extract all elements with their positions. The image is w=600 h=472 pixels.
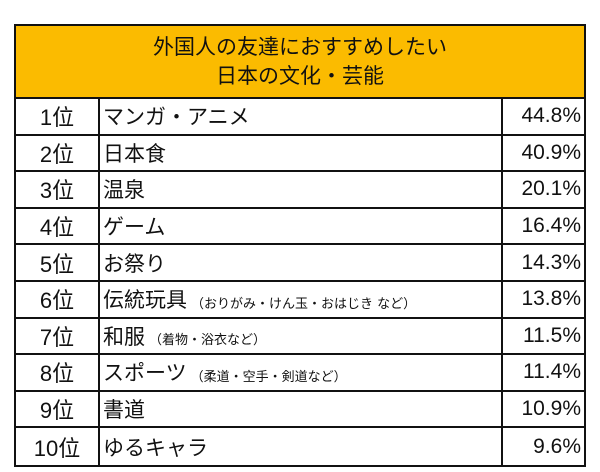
rank-cell: 2位 (16, 135, 100, 171)
item-cell: マンガ・アニメ (100, 99, 503, 134)
item-label: お祭り (103, 251, 166, 276)
item-label: 伝統玩具 (103, 288, 187, 313)
rank-cell: 7位 (16, 318, 100, 354)
item-cell: ゲーム (100, 208, 503, 244)
rank-cell: 6位 (16, 281, 100, 317)
table-title: 外国人の友達におすすめしたい 日本の文化・芸能 (16, 26, 584, 99)
table-row: 10位 ゆるキャラ 9.6% (16, 428, 584, 465)
table-row: 1位 マンガ・アニメ 44.8% (16, 99, 584, 136)
percent-cell: 9.6% (533, 434, 581, 458)
title-line-1: 外国人の友達におすすめしたい (153, 34, 447, 59)
item-label: 日本食 (103, 141, 166, 166)
rank-cell: 4位 (16, 208, 100, 244)
rank-cell: 10位 (16, 428, 100, 465)
item-label: 和服 (103, 324, 145, 349)
item-label: ゲーム (103, 215, 166, 240)
table-row: 4位 ゲーム 16.4% (16, 208, 584, 246)
item-cell: ゆるキャラ (100, 428, 503, 465)
percent-cell: 44.8% (521, 104, 581, 128)
item-note: （柔道・空手・剣道など） (190, 369, 347, 385)
item-cell: スポーツ （柔道・空手・剣道など） (100, 355, 503, 390)
rank-cell: 5位 (16, 245, 100, 280)
rank-cell: 1位 (16, 99, 100, 134)
title-line-2: 日本の文化・芸能 (216, 63, 384, 88)
percent-cell: 10.9% (521, 397, 581, 421)
percent-cell: 11.4% (523, 360, 581, 384)
item-note: （おりがみ・けん玉・おはじき など） (191, 296, 417, 312)
item-cell: 温泉 (100, 172, 503, 207)
table-row: 5位 お祭り 14.3% (16, 245, 584, 282)
item-cell: 和服 （着物・浴衣など） (100, 318, 503, 354)
item-cell: 日本食 (100, 135, 503, 171)
percent-cell: 11.5% (523, 323, 581, 347)
table-row: 8位 スポーツ （柔道・空手・剣道など） 11.4% (16, 355, 584, 392)
table-row: 6位 伝統玩具 （おりがみ・けん玉・おはじき など） 13.8% (16, 281, 584, 319)
rank-cell: 3位 (16, 172, 100, 207)
item-label: マンガ・アニメ (103, 105, 250, 130)
percent-cell: 14.3% (521, 250, 581, 274)
percent-cell: 16.4% (521, 214, 581, 238)
item-note: （着物・浴衣など） (149, 333, 267, 349)
item-label: 温泉 (103, 178, 145, 203)
table-row: 7位 和服 （着物・浴衣など） 11.5% (16, 318, 584, 356)
rank-cell: 8位 (16, 355, 100, 390)
percent-cell: 20.1% (521, 177, 581, 201)
percent-cell: 13.8% (521, 287, 581, 311)
rank-cell: 9位 (16, 391, 100, 427)
table-row: 3位 温泉 20.1% (16, 172, 584, 209)
item-cell: 書道 (100, 391, 503, 427)
ranking-table: 外国人の友達におすすめしたい 日本の文化・芸能 1位 マンガ・アニメ 44.8%… (14, 24, 586, 467)
table-row: 2位 日本食 40.9% (16, 135, 584, 173)
item-cell: お祭り (100, 245, 503, 280)
item-cell: 伝統玩具 （おりがみ・けん玉・おはじき など） (100, 281, 503, 317)
table-row: 9位 書道 10.9% (16, 391, 584, 429)
item-label: スポーツ (103, 361, 187, 386)
item-label: ゆるキャラ (103, 435, 208, 460)
item-label: 書道 (103, 398, 145, 423)
percent-cell: 40.9% (521, 140, 581, 164)
